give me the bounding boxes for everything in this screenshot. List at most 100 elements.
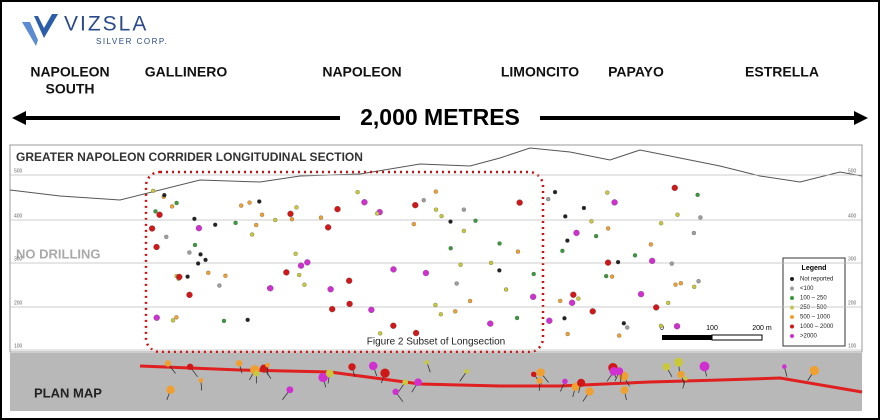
plan-intercept bbox=[402, 379, 409, 386]
plan-intercept bbox=[809, 365, 819, 376]
plan-intercept bbox=[392, 388, 399, 396]
drill-intercept bbox=[617, 333, 622, 338]
drill-intercept bbox=[576, 296, 581, 301]
plan-intercept bbox=[530, 371, 537, 378]
no-drilling: NO DRILLING bbox=[16, 246, 101, 261]
drill-intercept bbox=[302, 282, 307, 287]
drill-intercept bbox=[678, 281, 683, 286]
drill-intercept bbox=[156, 211, 163, 218]
drill-intercept bbox=[589, 219, 594, 224]
drill-intercept bbox=[604, 259, 612, 266]
zone-sublabel: SOUTH bbox=[46, 81, 95, 97]
scale-label: 100 bbox=[706, 325, 718, 332]
legend-label: Not reported bbox=[800, 277, 833, 283]
legend: Legend Not reported <100 100 – 250 250 – 50… bbox=[782, 257, 846, 347]
drill-intercept bbox=[153, 243, 160, 251]
drill-intercept bbox=[692, 284, 697, 289]
longitudinal-section: GREATER NAPOLEON CORRIDER LONGITUDINAL S… bbox=[9, 144, 863, 354]
drill-intercept bbox=[562, 316, 567, 321]
plan-intercept bbox=[414, 378, 422, 386]
scale-banner: 2,000 METRES bbox=[360, 104, 520, 130]
legend-label: <100 bbox=[800, 286, 814, 292]
drill-intercept bbox=[552, 189, 558, 195]
drill-intercept bbox=[473, 218, 478, 223]
plan-intercept bbox=[674, 357, 684, 367]
plan-intercept bbox=[562, 378, 568, 385]
drill-intercept bbox=[192, 242, 198, 248]
drill-intercept bbox=[658, 221, 664, 226]
drill-intercept bbox=[589, 308, 596, 315]
elevation-label: 300 bbox=[14, 256, 23, 262]
drill-intercept bbox=[560, 248, 565, 253]
drill-intercept bbox=[531, 271, 536, 277]
plan-intercept bbox=[380, 368, 390, 378]
drill-intercept bbox=[695, 192, 700, 198]
legend-label: 1000 – 2000 bbox=[800, 324, 834, 330]
drill-intercept bbox=[283, 269, 290, 276]
drill-intercept bbox=[148, 225, 156, 232]
drill-intercept bbox=[546, 317, 553, 324]
zone-label: ESTRELLA bbox=[745, 64, 819, 80]
legend-label: 250 – 500 bbox=[800, 305, 827, 311]
drill-intercept bbox=[658, 323, 664, 329]
drill-intercept bbox=[637, 291, 645, 298]
drill-intercept bbox=[632, 253, 638, 258]
drill-intercept bbox=[217, 283, 222, 288]
logo-mark bbox=[18, 14, 58, 38]
drill-intercept bbox=[698, 215, 703, 220]
zone-label: NAPOLEON bbox=[30, 64, 109, 80]
zone-label: LIMONCITO bbox=[501, 64, 579, 80]
drill-intercept bbox=[297, 262, 305, 269]
legend-swatch bbox=[790, 324, 794, 329]
plan-intercept bbox=[683, 376, 688, 381]
plan-intercept bbox=[781, 364, 787, 369]
drill-intercept bbox=[448, 246, 453, 251]
drill-intercept bbox=[673, 323, 681, 330]
drill-intercept bbox=[422, 269, 430, 277]
drill-intercept bbox=[294, 205, 299, 210]
drill-intercept bbox=[411, 221, 416, 227]
drill-intercept bbox=[412, 202, 419, 209]
plan-map-label: PLAN MAP bbox=[34, 385, 102, 400]
drill-intercept bbox=[529, 293, 537, 300]
plan-intercept bbox=[325, 369, 334, 378]
plan-trace bbox=[139, 364, 863, 394]
drill-intercept bbox=[516, 199, 523, 206]
drill-intercept bbox=[150, 188, 156, 194]
plan-intercept bbox=[699, 361, 710, 372]
plan-intercept bbox=[198, 378, 204, 383]
drill-intercept bbox=[239, 203, 244, 208]
logo-mark bbox=[22, 22, 38, 46]
drill-intercept bbox=[438, 312, 443, 317]
drill-intercept bbox=[448, 219, 453, 224]
logo-name: VIZSLA bbox=[64, 13, 148, 36]
drill-intercept bbox=[666, 300, 671, 305]
zone-label: GALLINERO bbox=[145, 64, 228, 80]
legend-swatch bbox=[790, 296, 794, 300]
drill-intercept bbox=[223, 273, 228, 278]
drill-intercept bbox=[206, 270, 211, 275]
drill-intercept bbox=[558, 298, 563, 304]
plan-intercept bbox=[577, 378, 586, 387]
drill-intercept bbox=[176, 273, 183, 281]
zone-label: NAPOLEON bbox=[322, 64, 401, 80]
drill-intercept bbox=[515, 249, 521, 254]
drill-intercept bbox=[563, 214, 568, 219]
logo-tagline: SILVER CORP. bbox=[96, 37, 168, 46]
drill-intercept bbox=[169, 204, 175, 209]
legend-label: 100 – 250 bbox=[800, 296, 827, 302]
drill-intercept bbox=[153, 209, 158, 214]
plan-intercept bbox=[536, 368, 545, 377]
plan-intercept bbox=[585, 387, 594, 396]
drill-intercept bbox=[368, 306, 375, 313]
drill-intercept bbox=[439, 213, 444, 219]
legend-swatch bbox=[790, 286, 794, 291]
drill-intercept bbox=[671, 184, 678, 191]
drill-intercept bbox=[346, 277, 353, 284]
section-box bbox=[9, 144, 863, 353]
drill-intercept bbox=[691, 230, 697, 236]
subset-caption: Figure 2 Subset of Longsection bbox=[367, 337, 505, 348]
drill-intercept bbox=[185, 274, 190, 279]
drill-intercept bbox=[673, 282, 678, 287]
logo: VIZSLA SILVER CORP. bbox=[18, 13, 168, 46]
